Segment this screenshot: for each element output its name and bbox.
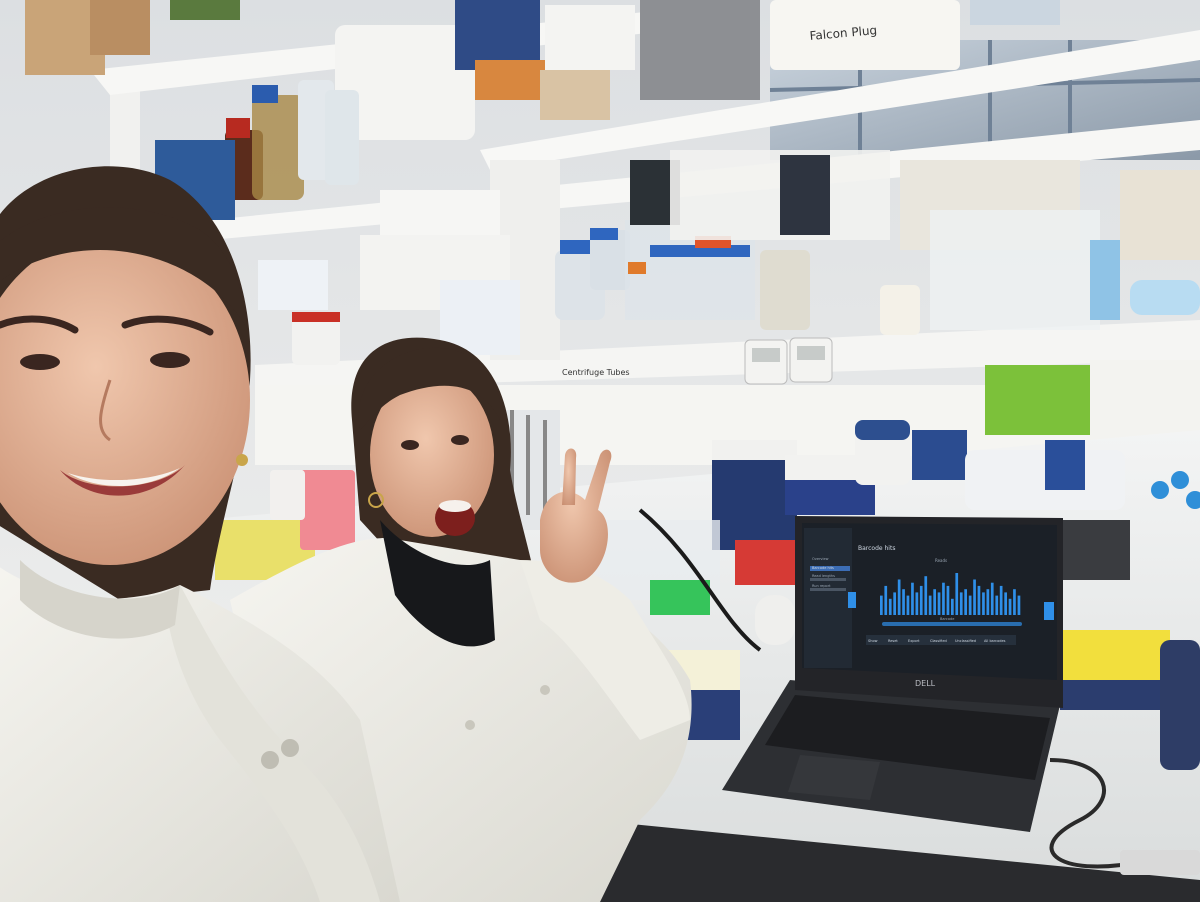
chart-title: Reads	[935, 558, 947, 563]
screen-sidebar	[804, 528, 852, 668]
app-title: Barcode hits	[858, 545, 895, 552]
nav-right-button	[1044, 602, 1054, 620]
barcode-bar	[884, 586, 887, 615]
coat-background	[1090, 360, 1200, 440]
barcode-bar	[929, 596, 932, 615]
barcode-bar	[942, 583, 945, 615]
control-show: Show	[868, 639, 878, 643]
control-classified: Classified	[930, 639, 947, 643]
barcode-bar	[951, 599, 954, 615]
sidebar-item-run-report: Run report	[812, 584, 831, 588]
barcode-bar	[916, 592, 919, 615]
barcode-bar	[1009, 599, 1012, 615]
barcode-bar	[1013, 589, 1016, 615]
control-export: Export	[908, 639, 920, 643]
barcode-bar	[893, 592, 896, 615]
control-reset: Reset	[888, 639, 898, 643]
barcode-bar	[924, 576, 927, 615]
barcode-bar	[955, 573, 958, 615]
control-labels: Show Reset Export Classified Unclassifie…	[868, 639, 1006, 643]
shelf-tag: Centrifuge Tubes	[562, 368, 630, 377]
barcode-bar	[973, 580, 976, 616]
laptop-brand: DELL	[915, 679, 936, 688]
barcode-bar	[960, 592, 963, 615]
barcode-bar	[933, 589, 936, 615]
barcode-bar	[938, 592, 941, 615]
barcode-bar	[991, 583, 994, 615]
barcode-bar	[902, 589, 905, 615]
barcode-bar	[947, 586, 950, 615]
barcode-bar	[1004, 592, 1007, 615]
chart-x-label: Barcode	[940, 617, 954, 621]
green-bin	[985, 365, 1100, 435]
sidebar-item-barcode-hits: Barcode hits	[812, 566, 834, 570]
barcode-bar	[982, 592, 985, 615]
barcode-bar	[995, 596, 998, 615]
barcode-bar	[1018, 596, 1021, 615]
control-unclassified: Unclassified	[955, 639, 976, 643]
barcode-bar	[978, 586, 981, 615]
barcode-bar	[987, 589, 990, 615]
touchpad	[788, 755, 880, 800]
barcode-bar	[880, 596, 883, 615]
progress-track	[882, 622, 1022, 626]
barcode-bar	[969, 596, 972, 615]
sidebar-item-overview: Overview	[812, 557, 829, 561]
barcode-bar	[889, 599, 892, 615]
barcode-bar	[964, 589, 967, 615]
barcode-bar	[907, 596, 910, 615]
barcode-bar	[898, 580, 901, 616]
barcode-bar	[911, 583, 914, 615]
control-all-barcodes: All barcodes	[984, 639, 1006, 643]
barcode-bar	[1000, 586, 1003, 615]
nav-left-button	[848, 592, 856, 608]
barcode-bar	[920, 586, 923, 615]
sidebar-item-read-lengths: Read lengths	[812, 574, 835, 578]
